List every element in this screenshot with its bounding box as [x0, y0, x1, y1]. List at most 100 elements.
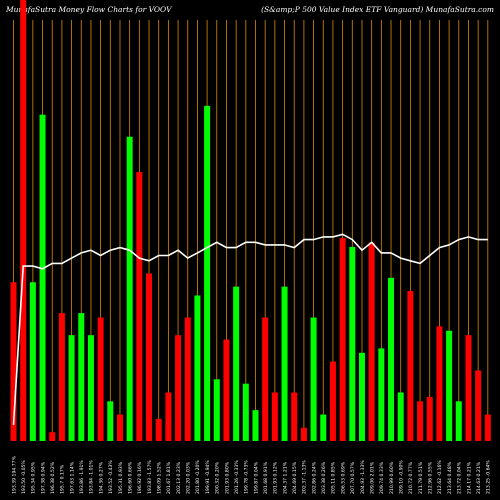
money-flow-bar: [455, 401, 462, 441]
money-flow-bar: [407, 291, 414, 441]
x-tick-label: 199.91 -0.94%: [205, 460, 211, 494]
money-flow-bar: [291, 392, 298, 441]
money-flow-bar: [165, 392, 172, 441]
money-flow-bar: [146, 273, 153, 441]
money-flow-bar: [213, 379, 220, 441]
x-tick-label: 195.31 0.93%: [118, 461, 124, 494]
money-flow-bar: [436, 326, 443, 441]
x-tick-label: 193.84 -1.01%: [89, 460, 95, 494]
money-flow-bar: [223, 339, 230, 441]
x-tick-label: 212.62 -0.16%: [437, 460, 443, 494]
x-tick-label: 205.11 0.85%: [331, 461, 337, 494]
money-flow-bar: [262, 317, 269, 441]
money-flow-bar: [242, 383, 249, 441]
x-tick-label: 195.7 0.17%: [60, 464, 66, 494]
x-tick-label: 193.39 194.77%: [11, 455, 17, 494]
x-tick-label: 199.87 0.04%: [253, 461, 259, 494]
money-flow-bar: [184, 317, 191, 441]
x-tick-label: 193.52 -0.43%: [108, 460, 114, 494]
x-tick-label: 214.63 0.21%: [476, 461, 482, 494]
x-tick-label: 210.99 0.60%: [389, 461, 395, 494]
money-flow-bar: [320, 414, 327, 441]
x-tick-label: 204.37 1.21%: [282, 461, 288, 494]
money-flow-bar: [20, 0, 27, 441]
money-flow-bar: [29, 282, 36, 441]
x-tick-label: 202.37 -1.13%: [302, 460, 308, 494]
x-tick-label: 202.13 0.23%: [176, 461, 182, 494]
x-tick-label: 201.80 -0.20%: [195, 460, 201, 494]
x-tick-label: 193.50 -0.05%: [21, 460, 27, 494]
x-tick-label: 211.79 0.51%: [418, 461, 424, 494]
x-tick-label: 206.53 0.69%: [340, 461, 346, 494]
money-flow-bar: [484, 414, 491, 441]
x-tick-label: 199.78 -0.73%: [244, 460, 250, 494]
bars: [10, 0, 491, 442]
x-tick-label: 196.92 0.16%: [137, 461, 143, 494]
chart-title: MunafaSutra Money Flow Charts for VOOV: [6, 5, 172, 14]
money-flow-bar: [368, 242, 375, 441]
money-flow-bar: [107, 401, 114, 441]
money-flow-bar: [10, 282, 17, 441]
x-tick-label: 201.26 -0.33%: [234, 460, 240, 494]
x-tick-label: 201.93 0.80%: [224, 461, 230, 494]
x-tick-label: 201.68 0.91%: [263, 461, 269, 494]
money-flow-bar: [87, 335, 94, 441]
money-flow-bar: [68, 335, 75, 441]
money-flow-bar: [39, 114, 46, 441]
money-flow-bar: [358, 352, 365, 441]
money-flow-bar: [252, 410, 259, 441]
money-flow-bar: [329, 361, 336, 441]
x-tick-label: 213.72 0.04%: [457, 461, 463, 494]
x-tick-label: 207.70 0.57%: [350, 461, 356, 494]
money-flow-bar: [58, 313, 65, 441]
grid-lines: [13, 20, 489, 441]
x-tick-label: 197.63 1.14%: [69, 461, 75, 494]
x-tick-labels: 193.39 194.77% 193.50 -0.05% 195.34 0.95% 1…: [11, 455, 491, 494]
money-flow-bar: [339, 238, 346, 441]
money-flow-bar: [116, 414, 123, 441]
x-tick-label: 204.93 -1.33%: [360, 460, 366, 494]
money-flow-bar: [136, 171, 143, 442]
money-flow-bar: [204, 105, 211, 441]
x-tick-label: 194.36 0.27%: [98, 461, 104, 494]
money-flow-bar: [446, 330, 453, 441]
money-flow-bar: [78, 313, 85, 441]
x-tick-label: 198.09 1.52%: [157, 461, 163, 494]
x-tick-label: 200.32 0.20%: [215, 461, 221, 494]
money-flow-bar: [175, 335, 182, 441]
money-flow-bar: [49, 432, 56, 441]
x-tick-label: 197.38 0.94%: [40, 461, 46, 494]
x-tick-label: 214.17 0.21%: [466, 461, 472, 494]
x-tick-label: 209.10 -0.90%: [399, 460, 405, 494]
money-flow-bar: [310, 317, 317, 441]
money-flow-bar: [475, 370, 482, 441]
x-tick-label: 209.74 0.33%: [379, 461, 385, 494]
chart-subtitle: (S&amp;P 500 Value Index ETF Vanguard) M…: [261, 5, 494, 14]
money-flow-bar: [417, 401, 424, 441]
money-flow-bar: [397, 392, 404, 441]
x-tick-label: 202.86 0.24%: [311, 461, 317, 494]
money-flow-bar: [155, 418, 162, 441]
x-tick-label: 213.25 -0.64%: [486, 460, 492, 494]
x-tick-label: 212.96 0.55%: [428, 461, 434, 494]
x-tick-label: 195.34 0.95%: [31, 461, 37, 494]
money-flow-bar: [300, 427, 307, 441]
money-flow-bar: [349, 246, 356, 441]
money-flow-bar: [388, 277, 395, 441]
x-tick-label: 204.69 0.15%: [292, 461, 298, 494]
money-flow-bar: [465, 335, 472, 441]
money-flow-bar: [271, 392, 278, 441]
x-tick-label: 196.60 0.66%: [127, 461, 133, 494]
price-line: [12, 233, 488, 426]
x-tick-label: 209.06 2.01%: [369, 461, 375, 494]
money-flow-bar: [426, 396, 433, 441]
money-flow-bar: [281, 286, 288, 441]
price-line-layer: [12, 233, 488, 426]
x-tick-label: 201.67 1.81%: [166, 461, 172, 494]
x-tick-label: 202.20 0.03%: [186, 461, 192, 494]
money-flow-bar: [233, 286, 240, 441]
x-tick-label: 201.93 0.12%: [273, 461, 279, 494]
x-tick-label: 196.38 0.52%: [50, 461, 56, 494]
x-tick-label: 193.86 -1.91%: [79, 460, 85, 494]
money-flow-bar: [97, 317, 104, 441]
